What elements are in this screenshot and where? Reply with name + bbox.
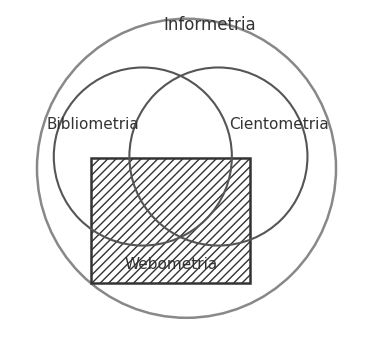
Text: Informetria: Informetria: [164, 16, 256, 35]
Circle shape: [54, 68, 232, 246]
Bar: [91, 158, 250, 282]
Text: Bibliometria: Bibliometria: [46, 117, 139, 132]
Text: Cientometria: Cientometria: [229, 117, 329, 132]
Text: Webometria: Webometria: [125, 257, 218, 272]
Circle shape: [129, 68, 307, 246]
